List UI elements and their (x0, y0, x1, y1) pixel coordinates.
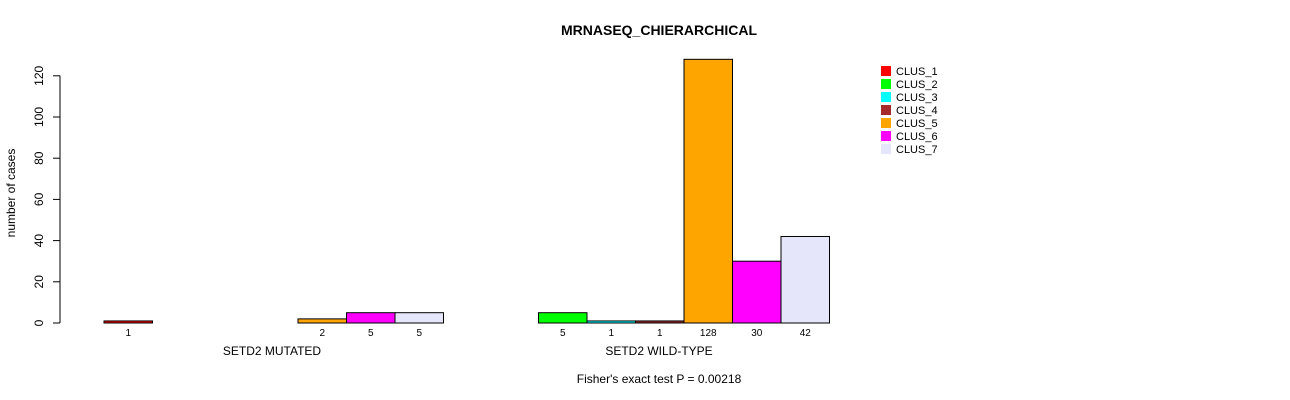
group-label-wildtype: SETD2 WILD-TYPE (605, 344, 712, 358)
y-tick-label: 100 (32, 107, 46, 127)
legend-label: CLUS_1 (896, 66, 938, 78)
bar-count-label: 5 (416, 328, 422, 339)
y-tick-label: 0 (32, 319, 46, 326)
chart-title: MRNASEQ_CHIERARCHICAL (561, 22, 757, 38)
legend-swatch (881, 79, 891, 89)
bar-count-label: 1 (125, 328, 131, 339)
bar-count-label: 1 (657, 328, 663, 339)
group-label-mutated: SETD2 MUTATED (223, 344, 322, 358)
legend-label: CLUS_4 (896, 105, 938, 117)
bar-mutated-clus-5 (297, 318, 347, 324)
legend-swatch (881, 105, 891, 115)
bar-count-label: 30 (751, 328, 763, 339)
y-tick-label: 120 (32, 65, 46, 85)
legend-label: CLUS_3 (896, 92, 938, 104)
fisher-test-caption: Fisher's exact test P = 0.00218 (577, 372, 742, 386)
bar-count-label: 128 (700, 328, 717, 339)
bar-count-label: 5 (560, 328, 566, 339)
bar-wildtype-clus-6 (732, 260, 782, 324)
bar-wildtype-clus-4 (635, 320, 685, 324)
legend-label: CLUS_7 (896, 144, 938, 156)
legend-swatch (881, 131, 891, 141)
bar-mutated-clus-7 (394, 312, 444, 324)
y-tick-label: 60 (32, 192, 46, 206)
bars: 1 2 5 5 5 1 1 128 30 42 (103, 58, 830, 339)
y-axis-label: number of cases (4, 149, 18, 238)
bar-count-label: 1 (608, 328, 614, 339)
bar-wildtype-clus-5 (683, 58, 733, 324)
legend-label: CLUS_5 (896, 118, 938, 130)
bar-mutated-clus-1 (103, 320, 153, 324)
bar-count-label: 2 (319, 328, 325, 339)
bar-mutated-clus-6 (346, 312, 396, 324)
legend-swatch (881, 92, 891, 102)
legend-swatch (881, 66, 891, 76)
legend-swatch (881, 144, 891, 154)
y-tick-label: 40 (32, 234, 46, 248)
legend: CLUS_1CLUS_2CLUS_3CLUS_4CLUS_5CLUS_6CLUS… (881, 66, 938, 156)
bar-wildtype-clus-3 (586, 320, 636, 324)
bar-count-label: 42 (800, 328, 812, 339)
legend-label: CLUS_2 (896, 79, 938, 91)
y-tick-label: 20 (32, 275, 46, 289)
legend-swatch (881, 118, 891, 128)
y-axis: 0 20 40 60 80 100 120 (32, 65, 61, 326)
y-tick-label: 80 (32, 151, 46, 165)
legend-label: CLUS_6 (896, 131, 938, 143)
bar-count-label: 5 (368, 328, 374, 339)
bar-wildtype-clus-2 (538, 312, 588, 324)
bar-wildtype-clus-7 (780, 235, 830, 324)
